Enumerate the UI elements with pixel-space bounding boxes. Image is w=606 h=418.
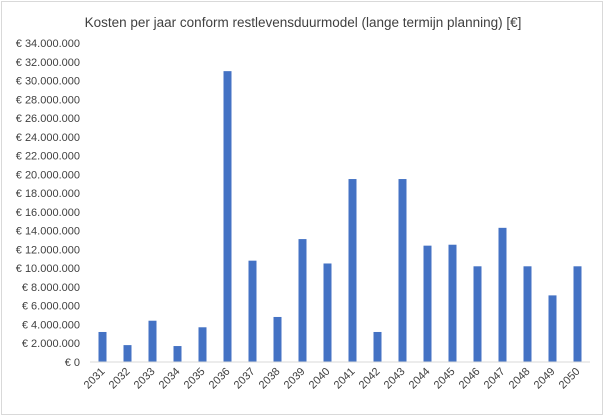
y-tick-label: € 12.000.000 [16, 244, 80, 256]
bar-2043 [398, 179, 407, 362]
bar-2050 [573, 266, 582, 362]
bar-2049 [548, 295, 557, 362]
y-tick-label: € 8.000.000 [22, 282, 80, 294]
x-tick-label: 2036 [207, 366, 233, 392]
y-tick-label: € 4.000.000 [22, 319, 80, 331]
bar-2041 [348, 179, 357, 362]
x-tick-label: 2034 [157, 366, 183, 392]
bar-2045 [448, 244, 457, 362]
x-tick-label: 2047 [482, 366, 508, 392]
bar-2037 [248, 260, 257, 362]
x-tick-label: 2035 [182, 366, 208, 392]
bar-2039 [298, 239, 307, 362]
bar-2035 [198, 327, 207, 362]
x-tick-label: 2049 [532, 366, 558, 392]
y-tick-label: € 20.000.000 [16, 169, 80, 181]
bar-2044 [423, 245, 432, 362]
x-tick-label: 2045 [432, 366, 458, 392]
bar-2040 [323, 263, 332, 362]
x-tick-label: 2046 [457, 366, 483, 392]
x-tick-label: 2039 [282, 366, 308, 392]
x-tick-label: 2031 [82, 366, 108, 392]
bar-2046 [473, 266, 482, 362]
chart-title: Kosten per jaar conform restlevensduurmo… [84, 15, 522, 30]
bar-2036 [223, 71, 232, 362]
x-axis-ticks: 2031 2032 2033 2034 2035 2036 2037 2038 2039 2040… [82, 366, 583, 392]
y-tick-label: € 30.000.000 [16, 76, 80, 88]
x-tick-label: 2048 [507, 366, 533, 392]
y-tick-label: € 2.000.000 [22, 338, 80, 350]
x-tick-label: 2032 [107, 366, 133, 392]
x-tick-label: 2038 [257, 366, 283, 392]
x-tick-label: 2037 [232, 366, 258, 392]
x-tick-label: 2041 [332, 366, 358, 392]
y-tick-label: € 34.000.000 [16, 38, 80, 50]
y-tick-label: € 26.000.000 [16, 113, 80, 125]
y-tick-label: € 14.000.000 [16, 226, 80, 238]
y-axis-ticks: € 0 € 2.000.000 € 4.000.000 € 6.000.000 € 8.… [16, 38, 80, 369]
x-tick-label: 2050 [557, 366, 583, 392]
bar-2033 [148, 320, 157, 362]
y-tick-label: € 28.000.000 [16, 94, 80, 106]
y-tick-label: € 32.000.000 [16, 57, 80, 69]
bars [98, 71, 582, 362]
y-tick-label: € 18.000.000 [16, 188, 80, 200]
x-tick-label: 2042 [357, 366, 383, 392]
y-tick-label: € 16.000.000 [16, 207, 80, 219]
bar-2042 [373, 331, 382, 362]
y-tick-label: € 22.000.000 [16, 151, 80, 163]
y-tick-label: € 0 [65, 357, 80, 369]
bar-2048 [523, 266, 532, 362]
y-tick-label: € 24.000.000 [16, 132, 80, 144]
bar-2047 [498, 227, 507, 362]
x-tick-label: 2043 [382, 366, 408, 392]
bar-2032 [123, 345, 132, 362]
bar-2038 [273, 316, 282, 362]
x-tick-label: 2044 [407, 366, 433, 392]
bar-2034 [173, 346, 182, 362]
x-tick-label: 2040 [307, 366, 333, 392]
y-tick-label: € 6.000.000 [22, 301, 80, 313]
bar-2031 [98, 331, 107, 362]
y-tick-label: € 10.000.000 [16, 263, 80, 275]
x-tick-label: 2033 [132, 366, 158, 392]
